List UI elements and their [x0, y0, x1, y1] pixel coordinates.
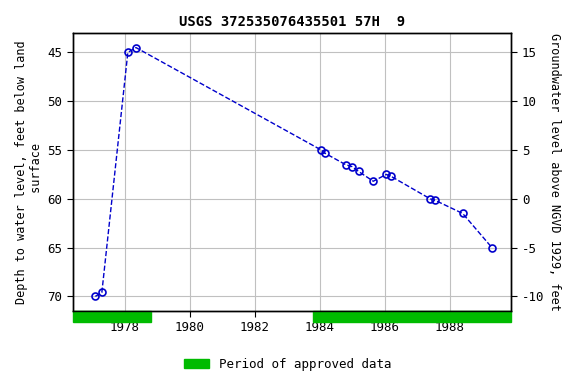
Bar [313, 311, 511, 322]
Legend: Period of approved data: Period of approved data [179, 353, 397, 376]
Title: USGS 372535076435501 57H  9: USGS 372535076435501 57H 9 [179, 15, 405, 29]
Y-axis label: Depth to water level, feet below land
 surface: Depth to water level, feet below land su… [15, 40, 43, 304]
Y-axis label: Groundwater level above NGVD 1929, feet: Groundwater level above NGVD 1929, feet [548, 33, 561, 311]
Bar [73, 311, 150, 322]
